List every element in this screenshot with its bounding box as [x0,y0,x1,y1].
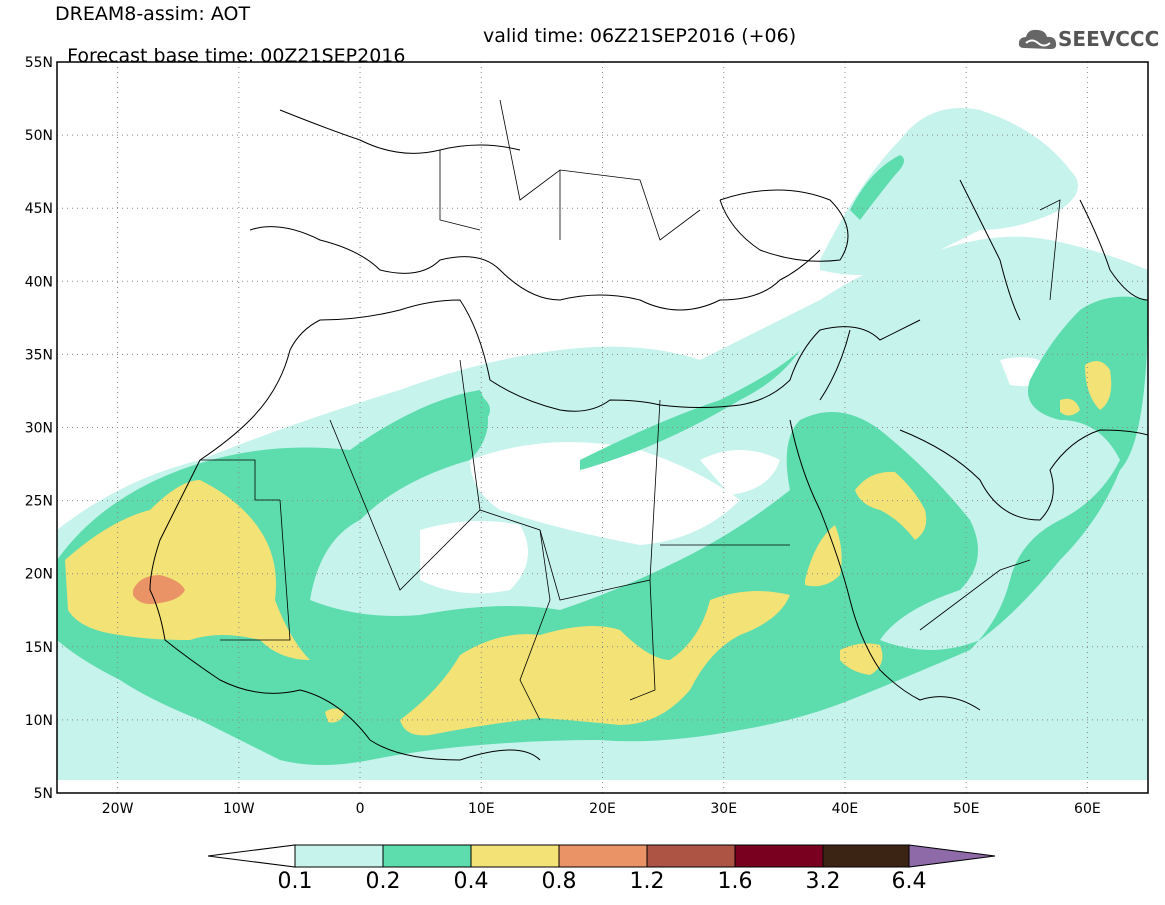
colorbar-bin-4 [558,844,648,868]
lon-tick-label: 0 [356,801,365,817]
colorbar-label: 0.8 [541,869,577,894]
colorbar-above [908,844,996,868]
colorbar-label: 6.4 [891,869,927,894]
lon-tick-label: 40E [832,801,859,817]
colorbar-bin-2 [382,844,472,868]
valid-time-label: valid time: 06Z21SEP2016 (+06) [483,25,797,47]
lon-axis: 20W 10W 0 10E 20E 30E 40E 50E 60E [102,801,1101,817]
plot-frame [56,61,1149,794]
lat-tick-label: 30N [25,421,53,437]
lat-tick-label: 55N [25,55,53,71]
colorbar-bin-1 [294,844,384,868]
lat-tick-label: 5N [34,786,53,802]
base-time-label: Forecast base time: 00Z21SEP2016 [67,45,406,67]
colorbar-bin-5 [646,844,736,868]
colorbar [207,844,996,868]
graticule [57,62,1148,793]
lon-tick-label: 20W [102,801,134,817]
colorbar-label: 1.2 [629,869,665,894]
lat-tick-label: 20N [25,567,53,583]
colorbar-bin-3 [470,844,560,868]
lat-tick-label: 25N [25,494,53,510]
seevccc-logo: SEEVCCC [1018,24,1160,54]
colorbar-bin-6 [734,844,824,868]
country-borders [200,99,1061,721]
coastlines [149,109,1148,761]
aot-band-0.4 [65,361,1112,736]
aot-band-0.8 [133,575,185,604]
lon-tick-label: 10W [223,801,255,817]
lat-axis: 5N 10N 15N 20N 25N 30N 35N 40N 45N 50N 55N [25,55,53,802]
colorbar-label: 1.6 [717,869,753,894]
cloud-icon [1018,29,1057,49]
colorbar-label: 0.1 [277,869,313,894]
aot-contours [57,108,1148,780]
aot-band-below [420,357,1060,594]
logo-text: SEEVCCC [1058,27,1160,51]
forecast-times: Forecast base time: 00Z21SEP2016 valid t… [55,26,796,86]
lon-tick-label: 30E [710,801,737,817]
lon-tick-label: 50E [953,801,980,817]
colorbar-label: 3.2 [805,869,841,894]
lat-tick-label: 50N [25,128,53,144]
colorbar-label: 0.4 [453,869,489,894]
lon-tick-label: 10E [468,801,495,817]
colorbar-label: 0.2 [365,869,401,894]
lat-tick-label: 15N [25,640,53,656]
lat-tick-label: 10N [25,713,53,729]
lat-tick-label: 40N [25,274,53,290]
lat-tick-label: 35N [25,347,53,363]
lon-tick-label: 20E [589,801,616,817]
colorbar-bin-7 [822,844,910,868]
lon-tick-label: 60E [1074,801,1101,817]
map-title: DREAM8-assim: AOT [55,3,251,25]
colorbar-below [207,844,296,868]
lat-tick-label: 45N [25,201,53,217]
